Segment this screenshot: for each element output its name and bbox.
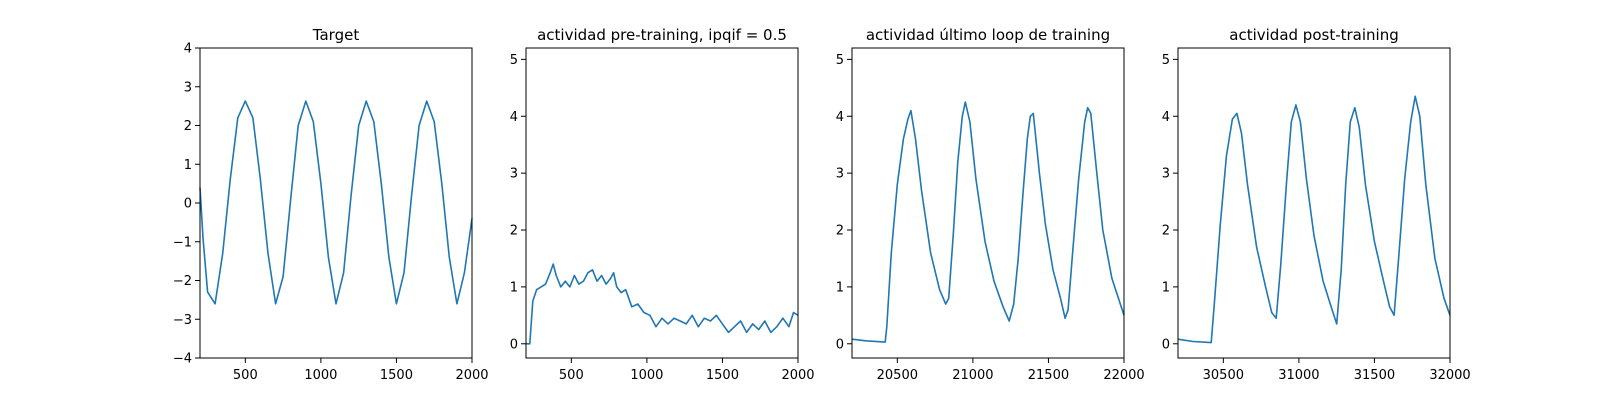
x-tick-label: 20500 xyxy=(877,368,918,383)
y-tick-label: 2 xyxy=(836,224,844,239)
y-tick-label: −1 xyxy=(173,235,192,250)
x-tick-label: 1000 xyxy=(304,368,337,383)
y-tick-label: 0 xyxy=(1162,337,1170,352)
series-line xyxy=(1177,95,1451,344)
y-tick-label: 0 xyxy=(836,337,844,352)
y-tick-label: −3 xyxy=(173,313,192,328)
x-tick-label: 31000 xyxy=(1278,368,1319,383)
axes-frame xyxy=(1177,47,1451,359)
axes-frame xyxy=(851,47,1125,359)
chart-title: actividad pre-training, ipqif = 0.5 xyxy=(537,26,787,44)
y-tick-label: 4 xyxy=(836,110,844,125)
x-tick-label: 500 xyxy=(233,368,258,383)
chart-title: Target xyxy=(312,26,360,44)
y-tick-label: 4 xyxy=(184,42,192,57)
y-tick-label: 0 xyxy=(510,337,518,352)
series-line xyxy=(199,100,473,305)
y-tick-label: 3 xyxy=(836,167,844,182)
y-tick-label: 1 xyxy=(510,280,518,295)
y-tick-label: −4 xyxy=(173,352,192,367)
chart-title: actividad post-training xyxy=(1229,26,1398,44)
y-tick-label: 2 xyxy=(1162,224,1170,239)
subplot-post-training: actividad post-training 30500 31000 31500 3… xyxy=(1162,26,1471,383)
subplot-last-training-loop: actividad último loop de training 20500 2… xyxy=(836,26,1145,383)
y-tick-label: 0 xyxy=(184,197,192,212)
y-tick-label: 5 xyxy=(836,53,844,68)
x-tick-label: 500 xyxy=(559,368,584,383)
y-tick-label: −2 xyxy=(173,274,192,289)
y-tick-label: 3 xyxy=(510,167,518,182)
x-tick-label: 1500 xyxy=(706,368,739,383)
y-tick-label: 3 xyxy=(184,80,192,95)
x-tick-label: 21500 xyxy=(1028,368,1069,383)
axes-frame xyxy=(525,47,799,359)
y-tick-label: 2 xyxy=(184,119,192,134)
series-line xyxy=(851,101,1125,343)
x-tick-label: 32000 xyxy=(1429,368,1470,383)
x-tick-label: 31500 xyxy=(1354,368,1395,383)
y-tick-label: 5 xyxy=(1162,53,1170,68)
x-tick-label: 30500 xyxy=(1203,368,1244,383)
x-tick-label: 1000 xyxy=(630,368,663,383)
y-tick-label: 3 xyxy=(1162,167,1170,182)
y-tick-label: 4 xyxy=(510,110,518,125)
x-tick-label: 2000 xyxy=(781,368,814,383)
subplot-pre-training: actividad pre-training, ipqif = 0.5 500 1… xyxy=(510,26,815,383)
y-tick-label: 1 xyxy=(1162,280,1170,295)
chart-title: actividad último loop de training xyxy=(866,26,1110,44)
x-tick-label: 21000 xyxy=(952,368,993,383)
subplot-target: Target 500 1000 1500 2000 −4 −3 −2 −1 0 1 2 3 4 xyxy=(173,26,489,383)
x-tick-label: 22000 xyxy=(1103,368,1144,383)
y-tick-label: 4 xyxy=(1162,110,1170,125)
y-tick-label: 1 xyxy=(836,280,844,295)
series-line xyxy=(526,263,799,345)
x-tick-label: 2000 xyxy=(455,368,488,383)
y-tick-label: 2 xyxy=(510,224,518,239)
x-tick-label: 1500 xyxy=(380,368,413,383)
y-tick-label: 5 xyxy=(510,53,518,68)
y-tick-label: 1 xyxy=(184,158,192,173)
